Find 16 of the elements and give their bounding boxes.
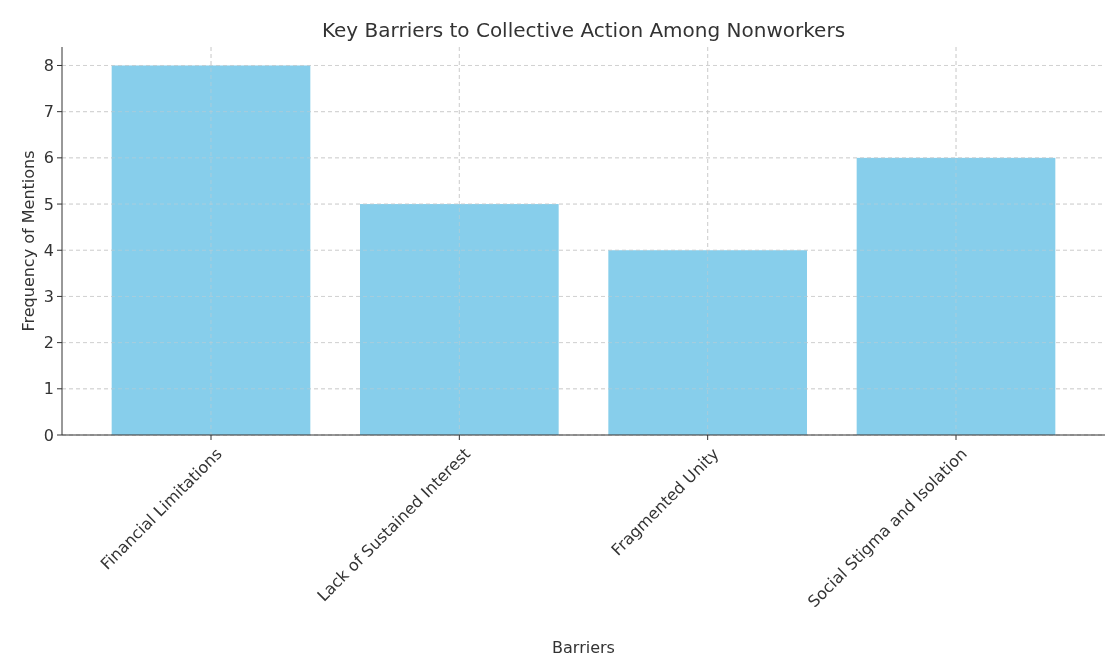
bar bbox=[111, 65, 311, 435]
y-tick-label: 7 bbox=[43, 102, 54, 122]
y-tick-label: 5 bbox=[43, 194, 54, 214]
y-axis-title: Frequency of Mentions bbox=[19, 150, 38, 332]
y-tick-label: 0 bbox=[43, 425, 54, 445]
bar bbox=[360, 204, 559, 435]
bar bbox=[608, 250, 807, 435]
y-tick-label: 4 bbox=[43, 240, 54, 260]
y-tick-label: 8 bbox=[43, 56, 54, 76]
chart-title: Key Barriers to Collective Action Among Nonworkers bbox=[321, 18, 846, 42]
y-tick-label: 2 bbox=[43, 333, 54, 353]
y-tick-label: 1 bbox=[43, 379, 54, 399]
y-tick-label: 3 bbox=[43, 287, 54, 307]
bar bbox=[856, 157, 1056, 435]
x-axis-title: Barriers bbox=[552, 638, 615, 657]
y-tick-label: 6 bbox=[43, 148, 54, 168]
